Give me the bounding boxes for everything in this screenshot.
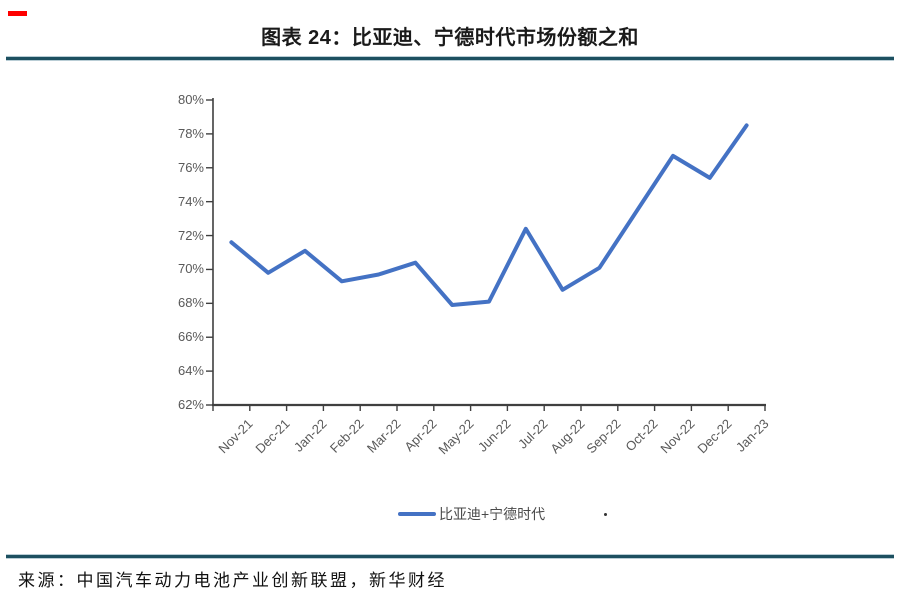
legend-label: 比亚迪+宁德时代	[439, 506, 546, 522]
y-tick-label: 66%	[177, 329, 204, 345]
footer-separator-rule	[6, 554, 894, 559]
y-tick-label: 70%	[177, 261, 204, 277]
y-tick-label: 78%	[177, 125, 204, 141]
red-annotation-mark	[8, 11, 27, 16]
y-tick-label: 62%	[177, 397, 204, 412]
y-tick-label: 74%	[177, 193, 204, 209]
series-line	[229, 123, 749, 307]
stray-dot	[604, 513, 607, 516]
legend-line-swatch	[398, 512, 436, 516]
y-tick-label: 76%	[177, 159, 204, 175]
chart-title: 图表 24：比亚迪、宁德时代市场份额之和	[261, 27, 639, 49]
y-tick-label: 64%	[177, 363, 204, 379]
title-separator-rule	[6, 56, 894, 61]
y-tick-label: 68%	[177, 295, 204, 311]
source-text: 来源：中国汽车动力电池产业创新联盟，新华财经	[18, 571, 447, 590]
y-tick-label: 72%	[177, 227, 204, 243]
y-tick-label: 80%	[177, 92, 204, 107]
legend: 比亚迪+宁德时代	[398, 504, 545, 524]
